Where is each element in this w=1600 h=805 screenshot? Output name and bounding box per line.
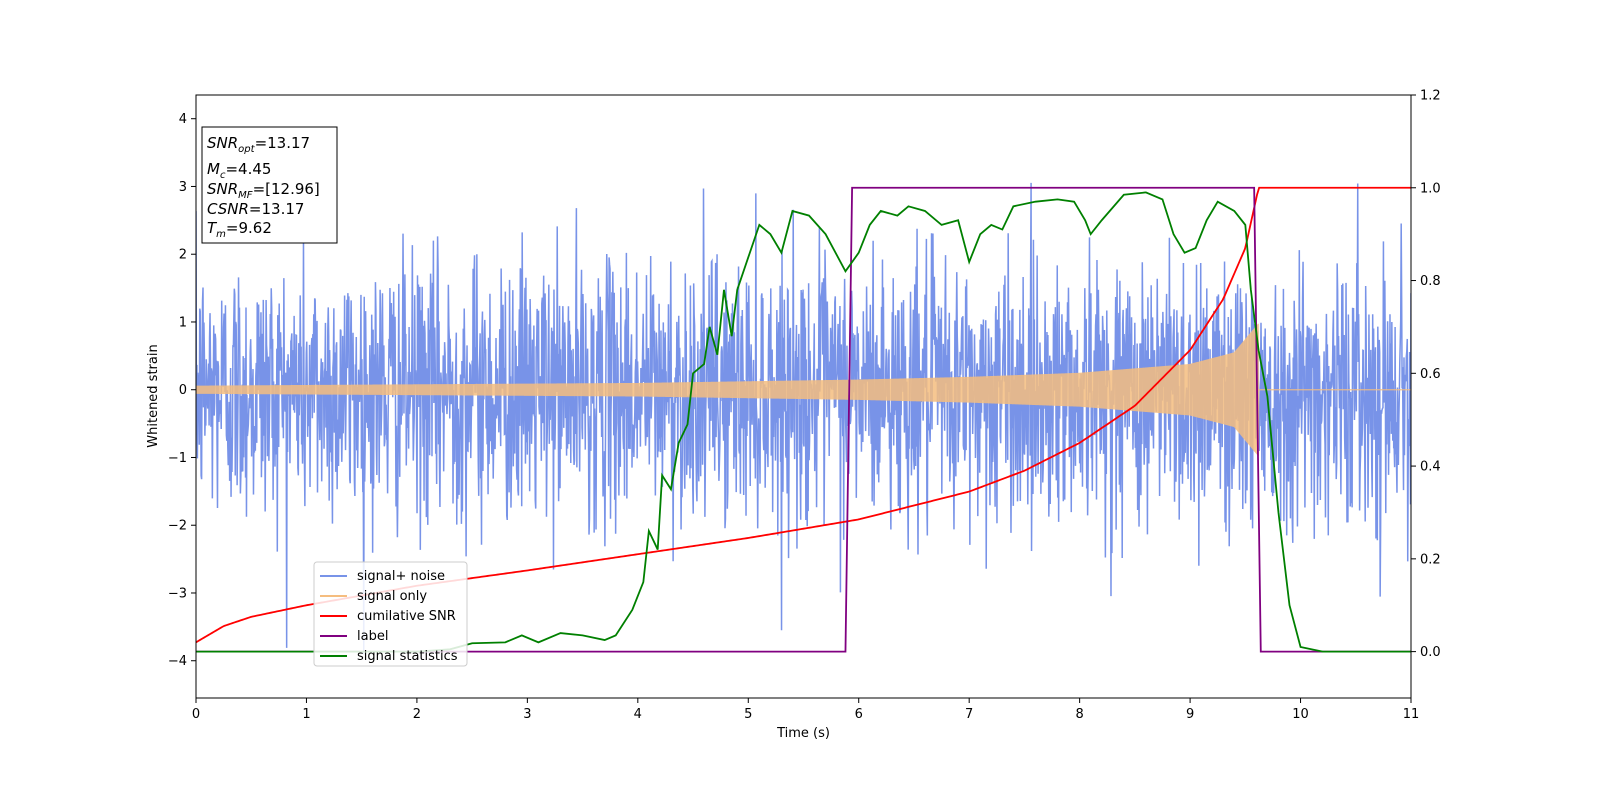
x-tick-label: 3 <box>523 707 531 722</box>
annotation-snr-mf: SNRMF=[12.96] <box>207 180 320 201</box>
y-tick-label-left: −2 <box>168 519 187 534</box>
legend-cumulative-snr: cumilative SNR <box>320 609 456 624</box>
legend-signal-statistics: signal statistics <box>320 649 458 664</box>
x-tick-label: 11 <box>1403 707 1420 722</box>
legend-signal-only-text: signal only <box>357 589 427 604</box>
y-tick-label-left: 4 <box>179 112 187 127</box>
x-tick-label: 0 <box>192 707 200 722</box>
x-axis-label: Time (s) <box>776 726 830 741</box>
legend-label: label <box>320 629 388 644</box>
y-axis-label: Whitened strain <box>146 344 161 447</box>
legend-cumulative-snr-text: cumilative SNR <box>357 609 456 624</box>
x-tick-label: 6 <box>855 707 863 722</box>
series-signal-only-line <box>196 323 1411 456</box>
y-tick-label-right: 1.0 <box>1420 181 1441 196</box>
x-tick-label: 5 <box>744 707 752 722</box>
y-tick-label-left: 0 <box>179 383 187 398</box>
legend: signal+ noise signal only cumilative SNR la… <box>313 561 468 667</box>
legend-label-text: label <box>357 629 388 644</box>
y-tick-label-right: 0.8 <box>1420 274 1441 289</box>
y-tick-label-left: 2 <box>179 248 187 263</box>
y-tick-label-left: 1 <box>179 315 187 330</box>
axes: 0 1 2 3 4 5 6 7 8 9 10 11 −4 −3 −2 −1 0 1 2 3 4 0.0 0.2 0.4 0.6 0… <box>168 89 1441 723</box>
x-tick-label: 4 <box>634 707 642 722</box>
plot-frame <box>195 94 1412 699</box>
legend-signal-statistics-text: signal statistics <box>357 649 458 664</box>
x-tick-label: 7 <box>965 707 973 722</box>
annotation-mc: Mc=4.45 <box>207 160 271 181</box>
series-label-line <box>196 186 1411 653</box>
x-tick-label: 8 <box>1075 707 1083 722</box>
y-tick-label-right: 0.0 <box>1420 645 1441 660</box>
x-tick-label: 9 <box>1186 707 1194 722</box>
annotation-csnr: CSNR=13.17 <box>207 200 304 218</box>
y-tick-label-left: 3 <box>179 180 187 195</box>
annotation-snr-opt: SNRopt=13.17 <box>207 134 310 155</box>
y-tick-label-left: −4 <box>168 654 187 669</box>
y-tick-label-left: −3 <box>168 586 187 601</box>
x-tick-label: 2 <box>413 707 421 722</box>
series-signal-statistics-line <box>196 191 1411 653</box>
annotation-box: SNRopt=13.17 Mc=4.45 SNRMF=[12.96] CSNR=… <box>201 126 338 244</box>
legend-signal-noise: signal+ noise <box>320 569 445 584</box>
y-tick-label-right: 0.2 <box>1420 552 1441 567</box>
legend-signal-only: signal only <box>320 589 427 604</box>
legend-signal-noise-text: signal+ noise <box>357 569 445 584</box>
y-tick-label-right: 1.2 <box>1420 89 1441 104</box>
y-tick-label-right: 0.6 <box>1420 367 1441 382</box>
x-tick-label: 1 <box>302 707 310 722</box>
y-tick-label-right: 0.4 <box>1420 460 1441 475</box>
annotation-tm: Tm=9.62 <box>207 219 272 240</box>
x-tick-label: 10 <box>1292 707 1309 722</box>
y-tick-label-left: −1 <box>168 451 187 466</box>
